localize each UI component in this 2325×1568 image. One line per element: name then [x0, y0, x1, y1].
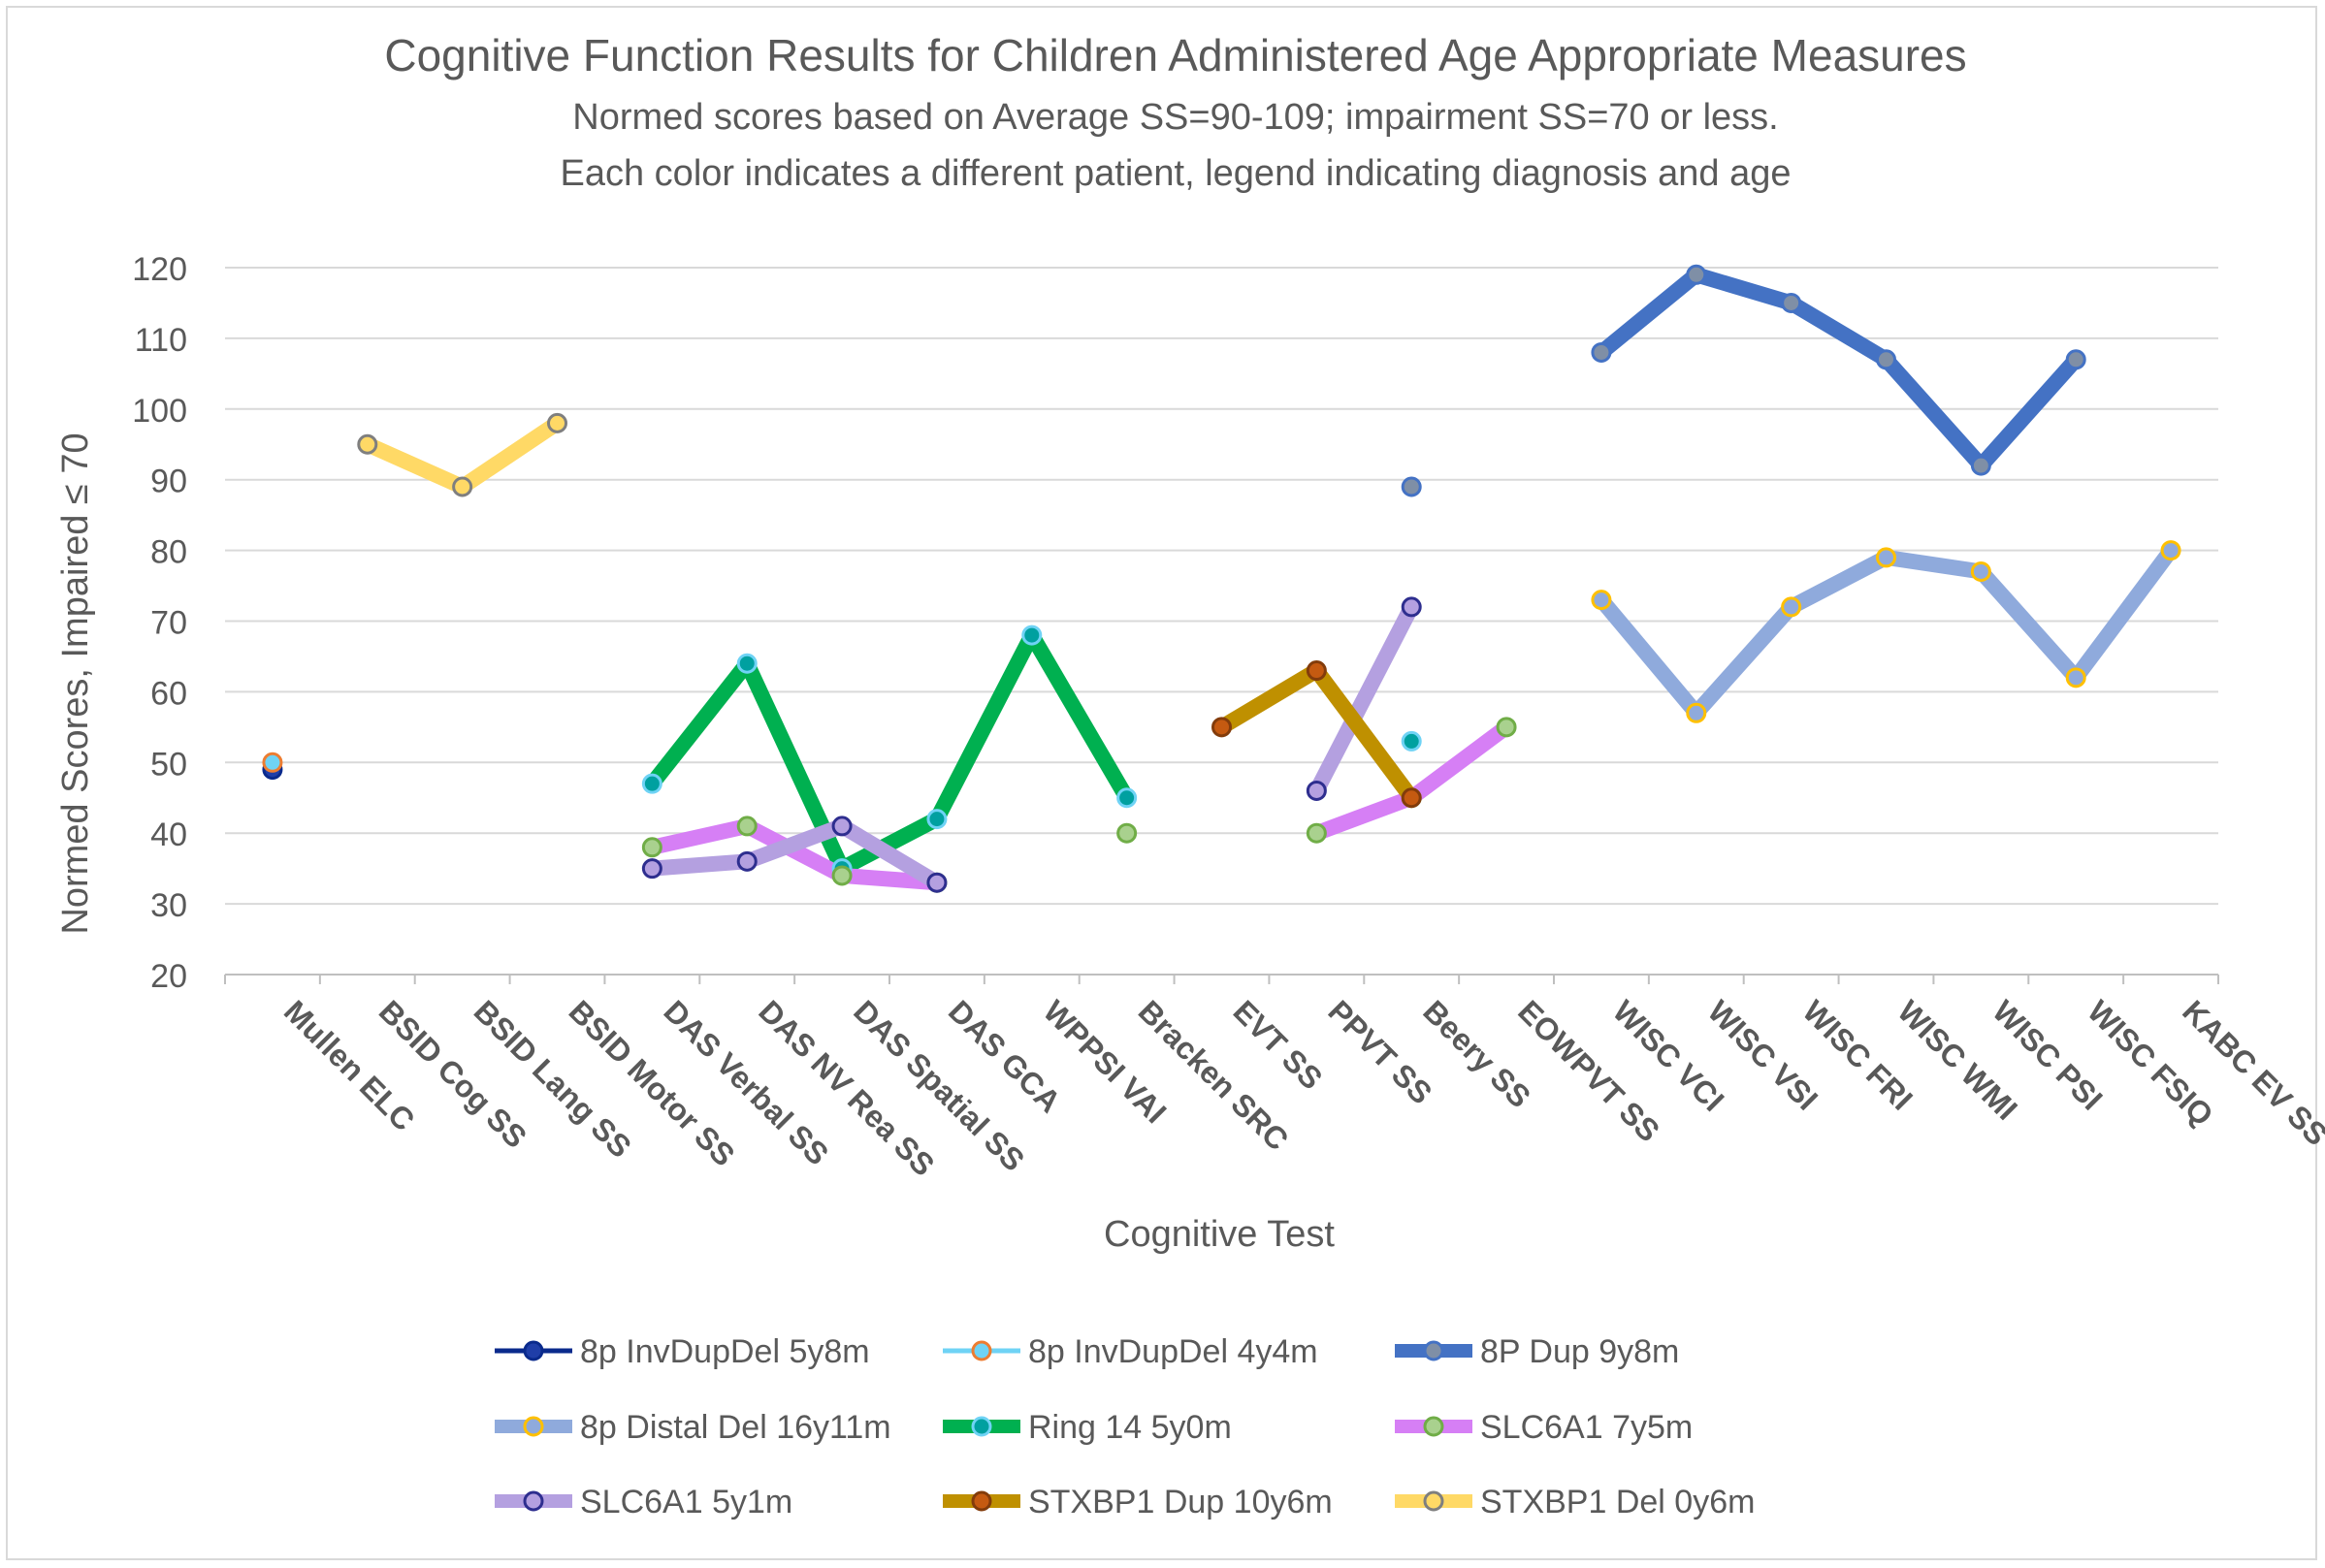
- legend-swatch-marker: [1423, 1340, 1444, 1361]
- x-axis-label: Cognitive Test: [1104, 1214, 1335, 1255]
- data-point: [262, 752, 283, 773]
- data-point: [831, 865, 853, 886]
- data-point: [641, 773, 662, 794]
- data-point: [1970, 560, 1991, 582]
- x-tick-label: DAS NV Rea SS: [752, 993, 941, 1182]
- data-point: [1686, 702, 1707, 723]
- y-tick-label: 110: [135, 322, 187, 359]
- legend-label: SLC6A1 7y5m: [1480, 1409, 1693, 1446]
- legend-swatch-marker: [523, 1490, 544, 1512]
- data-point: [1021, 624, 1043, 646]
- y-tick-label: 120: [132, 251, 187, 288]
- data-point: [1591, 590, 1612, 611]
- data-point: [736, 816, 758, 837]
- y-axis-label: Normed Scores, Impaired ≤ 70: [55, 432, 96, 934]
- data-point: [1401, 730, 1422, 752]
- x-tick-label: PPVT SS: [1321, 993, 1438, 1110]
- data-point: [831, 816, 853, 837]
- data-point: [1116, 822, 1138, 844]
- x-tick-label: BSID Motor SS: [563, 993, 742, 1172]
- legend-swatch-marker: [971, 1490, 992, 1512]
- y-tick-label: 20: [150, 958, 187, 995]
- legend-swatch-marker: [1423, 1490, 1444, 1512]
- legend-label: STXBP1 Dup 10y6m: [1028, 1484, 1333, 1520]
- data-point: [357, 433, 378, 455]
- legend-swatch-marker: [1423, 1416, 1444, 1437]
- legend: 8p InvDupDel 5y8m 8p InvDupDel 4y4m 8P Dup…: [495, 1333, 1755, 1520]
- series-lines: [364, 267, 2178, 891]
- data-point: [1306, 660, 1327, 682]
- legend-label: 8p InvDupDel 5y8m: [580, 1333, 870, 1370]
- y-tick-label: 50: [150, 746, 187, 783]
- data-point: [926, 872, 948, 893]
- series-line: [651, 817, 942, 890]
- data-point: [1876, 349, 1896, 370]
- data-point: [926, 809, 948, 830]
- data-point: [1401, 596, 1422, 618]
- legend-swatch-marker: [523, 1416, 544, 1437]
- y-tick-label: 30: [150, 887, 187, 924]
- y-tick-labels: 20 30 40 50 60 70 80 90 100 110 120: [132, 251, 187, 995]
- data-point: [2160, 540, 2181, 561]
- data-point: [1306, 780, 1327, 801]
- data-point: [736, 850, 758, 872]
- series-line: [1596, 267, 2083, 474]
- chart-subtitle-line-2: Each color indicates a different patient…: [561, 153, 1792, 194]
- y-tick-label: 80: [150, 534, 187, 571]
- data-point: [2065, 667, 2086, 688]
- data-point: [1211, 717, 1232, 738]
- legend-swatch-marker: [971, 1416, 992, 1437]
- chart-subtitle-line-1: Normed scores based on Average SS=90-109…: [572, 97, 1778, 138]
- data-point: [1686, 264, 1707, 285]
- data-point: [1401, 476, 1422, 497]
- series-line: [646, 627, 1134, 877]
- data-point: [1306, 822, 1327, 844]
- data-point: [1781, 596, 1802, 618]
- gridlines: [224, 267, 2219, 984]
- series-line: [1309, 603, 1419, 795]
- x-tick-label: DAS Spatial SS: [847, 993, 1031, 1177]
- y-tick-label: 40: [150, 816, 187, 853]
- data-point: [2065, 349, 2086, 370]
- data-point: [1876, 547, 1896, 568]
- series-markers: [262, 264, 2181, 893]
- chart-frame: [6, 6, 2317, 1560]
- data-point: [1970, 455, 1991, 476]
- data-point: [1781, 292, 1802, 313]
- y-tick-label: 70: [150, 605, 187, 642]
- series-line: [1595, 545, 2178, 721]
- legend-label: SLC6A1 5y1m: [580, 1484, 792, 1520]
- legend-label: 8p InvDupDel 4y4m: [1028, 1333, 1318, 1370]
- y-tick-label: 100: [132, 393, 187, 430]
- data-point: [641, 837, 662, 858]
- data-point: [1401, 787, 1422, 809]
- data-point: [452, 476, 473, 497]
- data-point: [1496, 717, 1517, 738]
- legend-swatch-marker: [523, 1340, 544, 1361]
- legend-swatch-marker: [971, 1340, 992, 1361]
- data-point: [736, 653, 758, 674]
- legend-label: STXBP1 Del 0y6m: [1480, 1484, 1755, 1520]
- y-tick-label: 60: [150, 675, 187, 712]
- chart-title: Cognitive Function Results for Children …: [384, 30, 1966, 80]
- x-tick-label: DAS Verbal SS: [657, 993, 835, 1171]
- y-tick-label: 90: [150, 464, 187, 500]
- legend-label: Ring 14 5y0m: [1028, 1409, 1232, 1446]
- data-point: [641, 858, 662, 880]
- data-point: [1591, 341, 1612, 363]
- data-point: [1116, 787, 1138, 809]
- legend-label: 8P Dup 9y8m: [1480, 1333, 1679, 1370]
- data-point: [547, 412, 567, 433]
- legend-label: 8p Distal Del 16y11m: [580, 1409, 891, 1446]
